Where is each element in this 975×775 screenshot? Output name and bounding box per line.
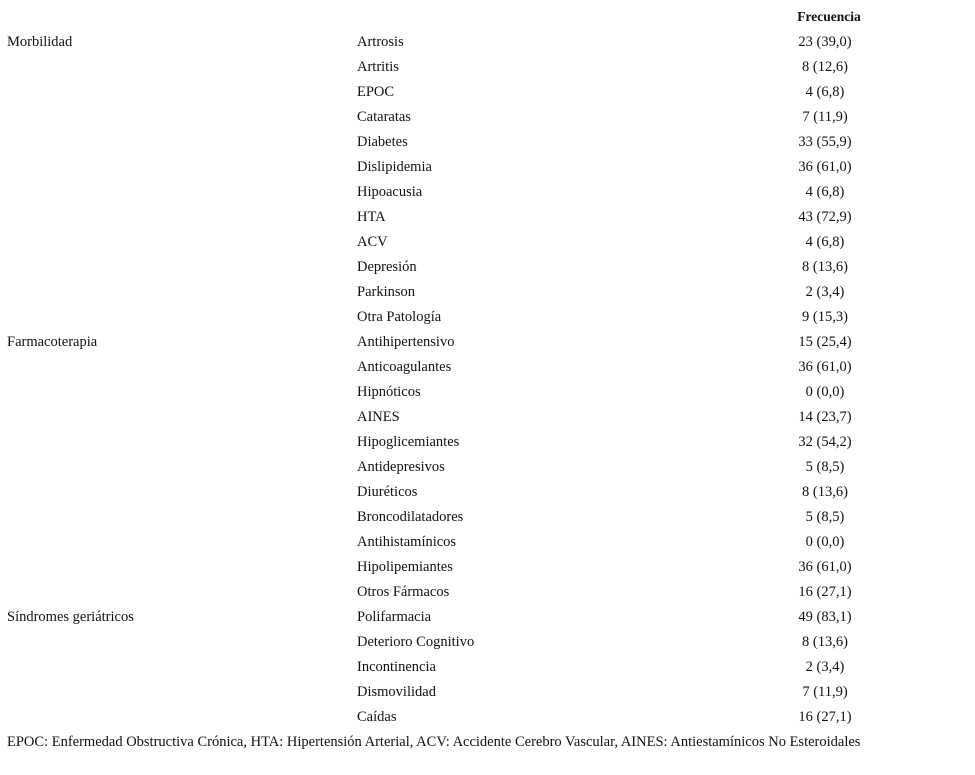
frequency-cell: 43 (72,9): [798, 209, 852, 225]
frequency-cell: 15 (25,4): [798, 334, 852, 350]
row-label: HTA: [357, 209, 386, 225]
frequency-cell: 23 (39,0): [798, 34, 852, 50]
frequency-cell: 36 (61,0): [798, 159, 852, 175]
frequency-cell: 8 (13,6): [802, 484, 848, 500]
row-label: Hipoacusia: [357, 184, 423, 200]
row-label: Deterioro Cognitivo: [357, 634, 475, 650]
frequency-cell: 32 (54,2): [798, 434, 852, 450]
row-label: Antihipertensivo: [357, 334, 455, 350]
row-label: Antidepresivos: [357, 459, 445, 475]
frequency-cell: 0 (0,0): [805, 534, 845, 550]
frequency-cell: 8 (13,6): [802, 634, 848, 650]
frequency-cell: 36 (61,0): [798, 559, 852, 575]
row-label: Hipnóticos: [357, 384, 421, 400]
frequency-cell: 5 (8,5): [805, 509, 845, 525]
column-header: Frecuencia: [797, 9, 861, 24]
row-label: Cataratas: [357, 109, 411, 125]
frequency-cell: 36 (61,0): [798, 359, 852, 375]
frequency-cell: 4 (6,8): [805, 184, 845, 200]
frequency-cell: 2 (3,4): [805, 284, 845, 300]
row-label: Otros Fármacos: [357, 584, 450, 600]
group-label: Farmacoterapia: [7, 334, 98, 350]
frequency-cell: 8 (13,6): [802, 259, 848, 275]
frequency-cell: 16 (27,1): [798, 584, 852, 600]
row-label: Broncodilatadores: [357, 509, 464, 525]
row-label: Artritis: [357, 59, 399, 75]
row-label: Caídas: [357, 709, 397, 725]
frequency-cell: 0 (0,0): [805, 384, 845, 400]
group-label: Morbilidad: [7, 34, 73, 50]
frequency-cell: 4 (6,8): [805, 84, 845, 100]
frequency-cell: 7 (11,9): [802, 684, 848, 700]
row-label: Dislipidemia: [357, 159, 432, 175]
frequency-cell: 8 (12,6): [802, 59, 848, 75]
row-label: Diuréticos: [357, 484, 418, 500]
frequency-cell: 4 (6,8): [805, 234, 845, 250]
row-label: Hipolipemiantes: [357, 559, 453, 575]
row-label: Anticoagulantes: [357, 359, 452, 375]
frequency-cell: 33 (55,9): [798, 134, 852, 150]
row-label: EPOC: [357, 84, 395, 100]
row-label: Parkinson: [357, 284, 415, 300]
row-label: Incontinencia: [357, 659, 436, 675]
row-label: Dismovilidad: [357, 684, 436, 700]
frequency-cell: 7 (11,9): [802, 109, 848, 125]
frequency-cell: 14 (23,7): [798, 409, 852, 425]
footnote: EPOC: Enfermedad Obstructiva Crónica, HT…: [7, 734, 861, 750]
frequency-cell: 49 (83,1): [798, 609, 852, 625]
frequency-cell: 2 (3,4): [805, 659, 845, 675]
frequency-cell: 9 (15,3): [802, 309, 848, 325]
group-label: Síndromes geriátricos: [7, 609, 134, 625]
row-label: Antihistamínicos: [357, 534, 457, 550]
frequency-cell: 5 (8,5): [805, 459, 845, 475]
frequency-cell: 16 (27,1): [798, 709, 852, 725]
row-label: Hipoglicemiantes: [357, 434, 460, 450]
row-label: ACV: [357, 234, 388, 250]
row-label: AINES: [357, 409, 400, 425]
row-label: Diabetes: [357, 134, 408, 150]
row-label: Depresión: [357, 259, 417, 275]
row-label: Polifarmacia: [357, 609, 432, 625]
row-label: Otra Patología: [357, 309, 442, 325]
row-label: Artrosis: [357, 34, 404, 50]
